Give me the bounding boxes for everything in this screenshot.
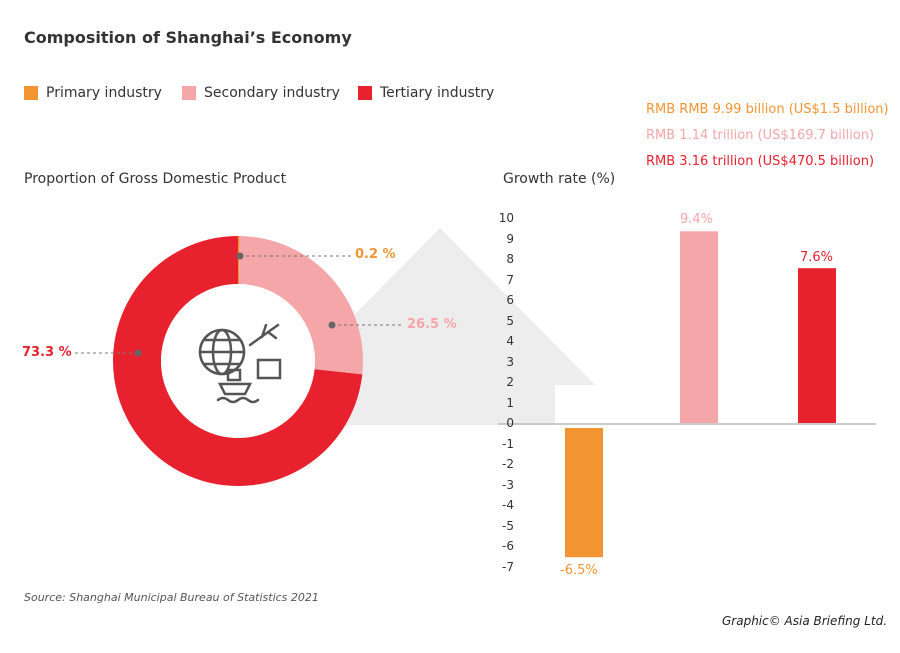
leader-dot-secondary bbox=[328, 321, 336, 329]
y-tick-label: 10 bbox=[498, 211, 514, 225]
donut-title: Proportion of Gross Domestic Product bbox=[24, 171, 287, 187]
donut-slice-secondary bbox=[238, 236, 364, 375]
bar-secondary bbox=[680, 231, 718, 423]
legend-label: Tertiary industry bbox=[380, 85, 495, 101]
tertiary-value-text: RMB 3.16 trillion (US$470.5 billion) bbox=[646, 154, 875, 169]
legend-label: Primary industry bbox=[46, 85, 162, 101]
donut-slice-tertiary bbox=[112, 236, 363, 486]
legend-item-tertiary: Tertiary industry bbox=[358, 85, 494, 101]
donut-chart bbox=[72, 236, 402, 486]
y-tick-label: -2 bbox=[502, 457, 514, 471]
y-tick-label: -6 bbox=[502, 539, 514, 553]
donut-label-primary: 0.2 % bbox=[355, 247, 396, 262]
donut-label-tertiary: 73.3 % bbox=[22, 345, 72, 360]
legend-label: Secondary industry bbox=[204, 85, 340, 101]
bar-primary bbox=[565, 428, 603, 558]
y-tick-label: -1 bbox=[502, 436, 514, 451]
credit-note: Graphic© Asia Briefing Ltd. bbox=[722, 614, 888, 628]
watermark-arrow-icon bbox=[290, 228, 595, 425]
y-tick-label: -5 bbox=[502, 518, 514, 533]
leader-dot-tertiary bbox=[134, 349, 142, 357]
y-tick-label: 8 bbox=[506, 252, 514, 266]
bar-chart bbox=[498, 231, 876, 558]
primary-value-text: RMB RMB 9.99 billion (US$1.5 billion) bbox=[646, 102, 889, 117]
y-tick-label: 5 bbox=[506, 313, 514, 328]
y-tick-label: -4 bbox=[502, 498, 514, 512]
bar-label-primary: -6.5% bbox=[560, 563, 598, 578]
y-tick-label: 3 bbox=[506, 354, 514, 369]
bar-tertiary bbox=[798, 268, 836, 423]
source-note: Source: Shanghai Municipal Bureau of Sta… bbox=[24, 591, 319, 604]
bar-chart-title: Growth rate (%) bbox=[503, 171, 616, 187]
legend-swatch bbox=[358, 86, 372, 100]
y-tick-label: 1 bbox=[506, 395, 514, 410]
y-tick-label: -7 bbox=[502, 559, 514, 574]
leader-dot-primary bbox=[236, 252, 244, 260]
donut-slice-primary bbox=[238, 236, 240, 285]
y-tick-label: -3 bbox=[502, 477, 514, 492]
y-tick-label: 2 bbox=[506, 375, 514, 389]
y-tick-label: 4 bbox=[506, 334, 514, 348]
donut-label-secondary: 26.5 % bbox=[407, 317, 457, 332]
y-tick-label: 0 bbox=[506, 416, 514, 430]
legend-swatch bbox=[24, 86, 38, 100]
bar-label-secondary: 9.4% bbox=[680, 212, 714, 227]
y-tick-label: 9 bbox=[506, 231, 514, 246]
center-icon bbox=[198, 323, 282, 404]
bar-label-tertiary: 7.6% bbox=[800, 250, 834, 265]
donut-hole bbox=[161, 284, 315, 438]
y-tick-label: 6 bbox=[506, 293, 514, 307]
secondary-value-text: RMB 1.14 trillion (US$169.7 billion) bbox=[646, 128, 875, 143]
legend-item-secondary: Secondary industry bbox=[182, 85, 340, 101]
legend-item-primary: Primary industry bbox=[24, 85, 162, 101]
page-title: Composition of Shanghai’s Economy bbox=[24, 28, 352, 47]
y-tick-label: 7 bbox=[506, 272, 514, 287]
legend-swatch bbox=[182, 86, 196, 100]
